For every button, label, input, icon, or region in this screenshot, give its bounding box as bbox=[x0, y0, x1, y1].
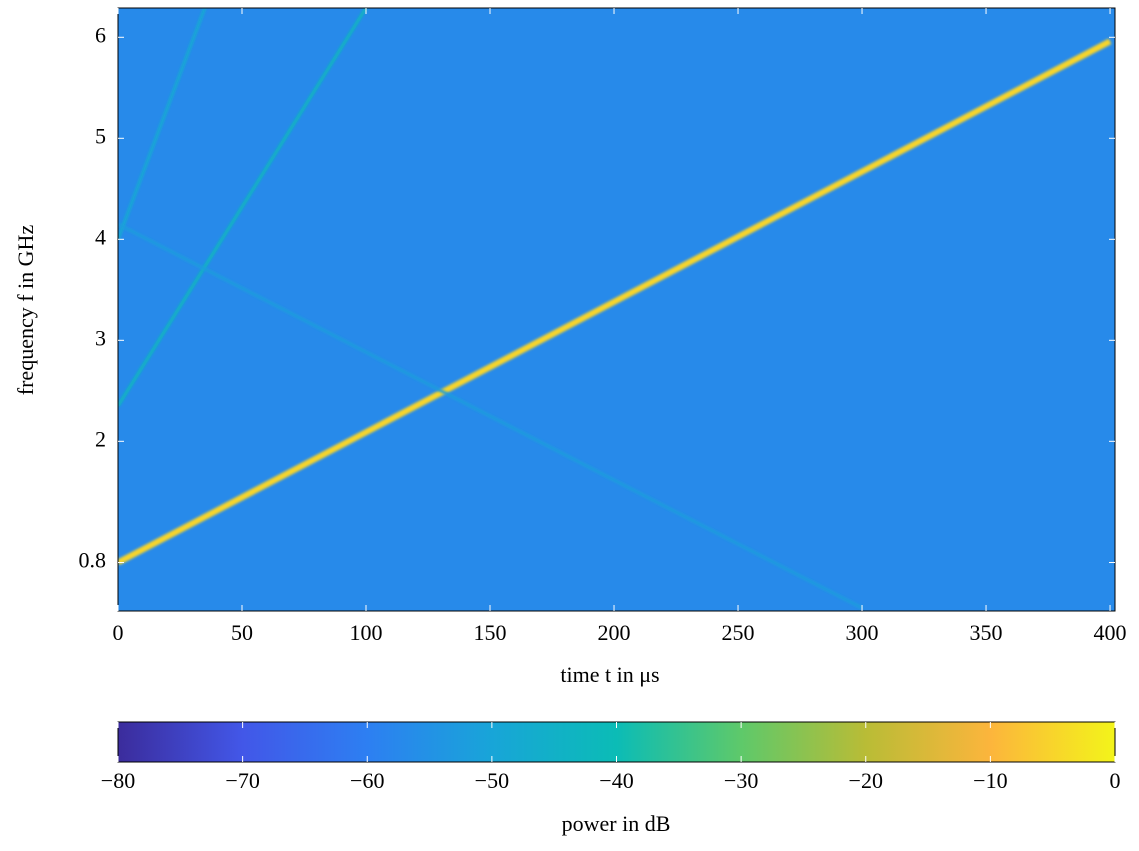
colorbar-tick-label: −70 bbox=[225, 768, 259, 793]
x-tick-label: 300 bbox=[846, 620, 879, 645]
colorbar-tick-label: −30 bbox=[724, 768, 758, 793]
colorbar-tick-label: −10 bbox=[973, 768, 1007, 793]
colorbar-tick-label: −40 bbox=[599, 768, 633, 793]
y-tick-label: 5 bbox=[95, 123, 106, 148]
plot-area bbox=[118, 8, 1112, 610]
x-axis-label: time t in μs bbox=[560, 662, 659, 687]
y-tick-label: 0.8 bbox=[79, 548, 107, 573]
signal-line bbox=[118, 38, 1112, 566]
colorbar-tick-label: −60 bbox=[350, 768, 384, 793]
y-axis-label: frequency f in GHz bbox=[13, 225, 38, 396]
x-tick-label: 0 bbox=[113, 620, 124, 645]
x-tick-label: 250 bbox=[722, 620, 755, 645]
colorbar-tick-label: −80 bbox=[101, 768, 135, 793]
y-tick-label: 4 bbox=[95, 224, 106, 249]
y-tick-label: 6 bbox=[95, 22, 106, 47]
colorbar bbox=[117, 721, 1116, 763]
y-tick-label: 2 bbox=[95, 426, 106, 451]
x-tick-label: 350 bbox=[970, 620, 1003, 645]
y-tick-label: 3 bbox=[95, 325, 106, 350]
signal-line bbox=[118, 222, 863, 610]
x-tick-label: 50 bbox=[231, 620, 253, 645]
signal-line bbox=[118, 8, 368, 407]
x-tick-label: 200 bbox=[598, 620, 631, 645]
colorbar-tick-label: −20 bbox=[849, 768, 883, 793]
colorbar-tick-label: −50 bbox=[475, 768, 509, 793]
x-tick-label: 150 bbox=[474, 620, 507, 645]
plot-frame bbox=[117, 7, 1116, 612]
signal-line bbox=[118, 8, 207, 240]
x-tick-label: 100 bbox=[350, 620, 383, 645]
background-field bbox=[118, 8, 1115, 611]
colorbar-tick-label: 0 bbox=[1110, 768, 1121, 793]
colorbar-label: power in dB bbox=[562, 811, 671, 836]
x-tick-label: 400 bbox=[1094, 620, 1127, 645]
